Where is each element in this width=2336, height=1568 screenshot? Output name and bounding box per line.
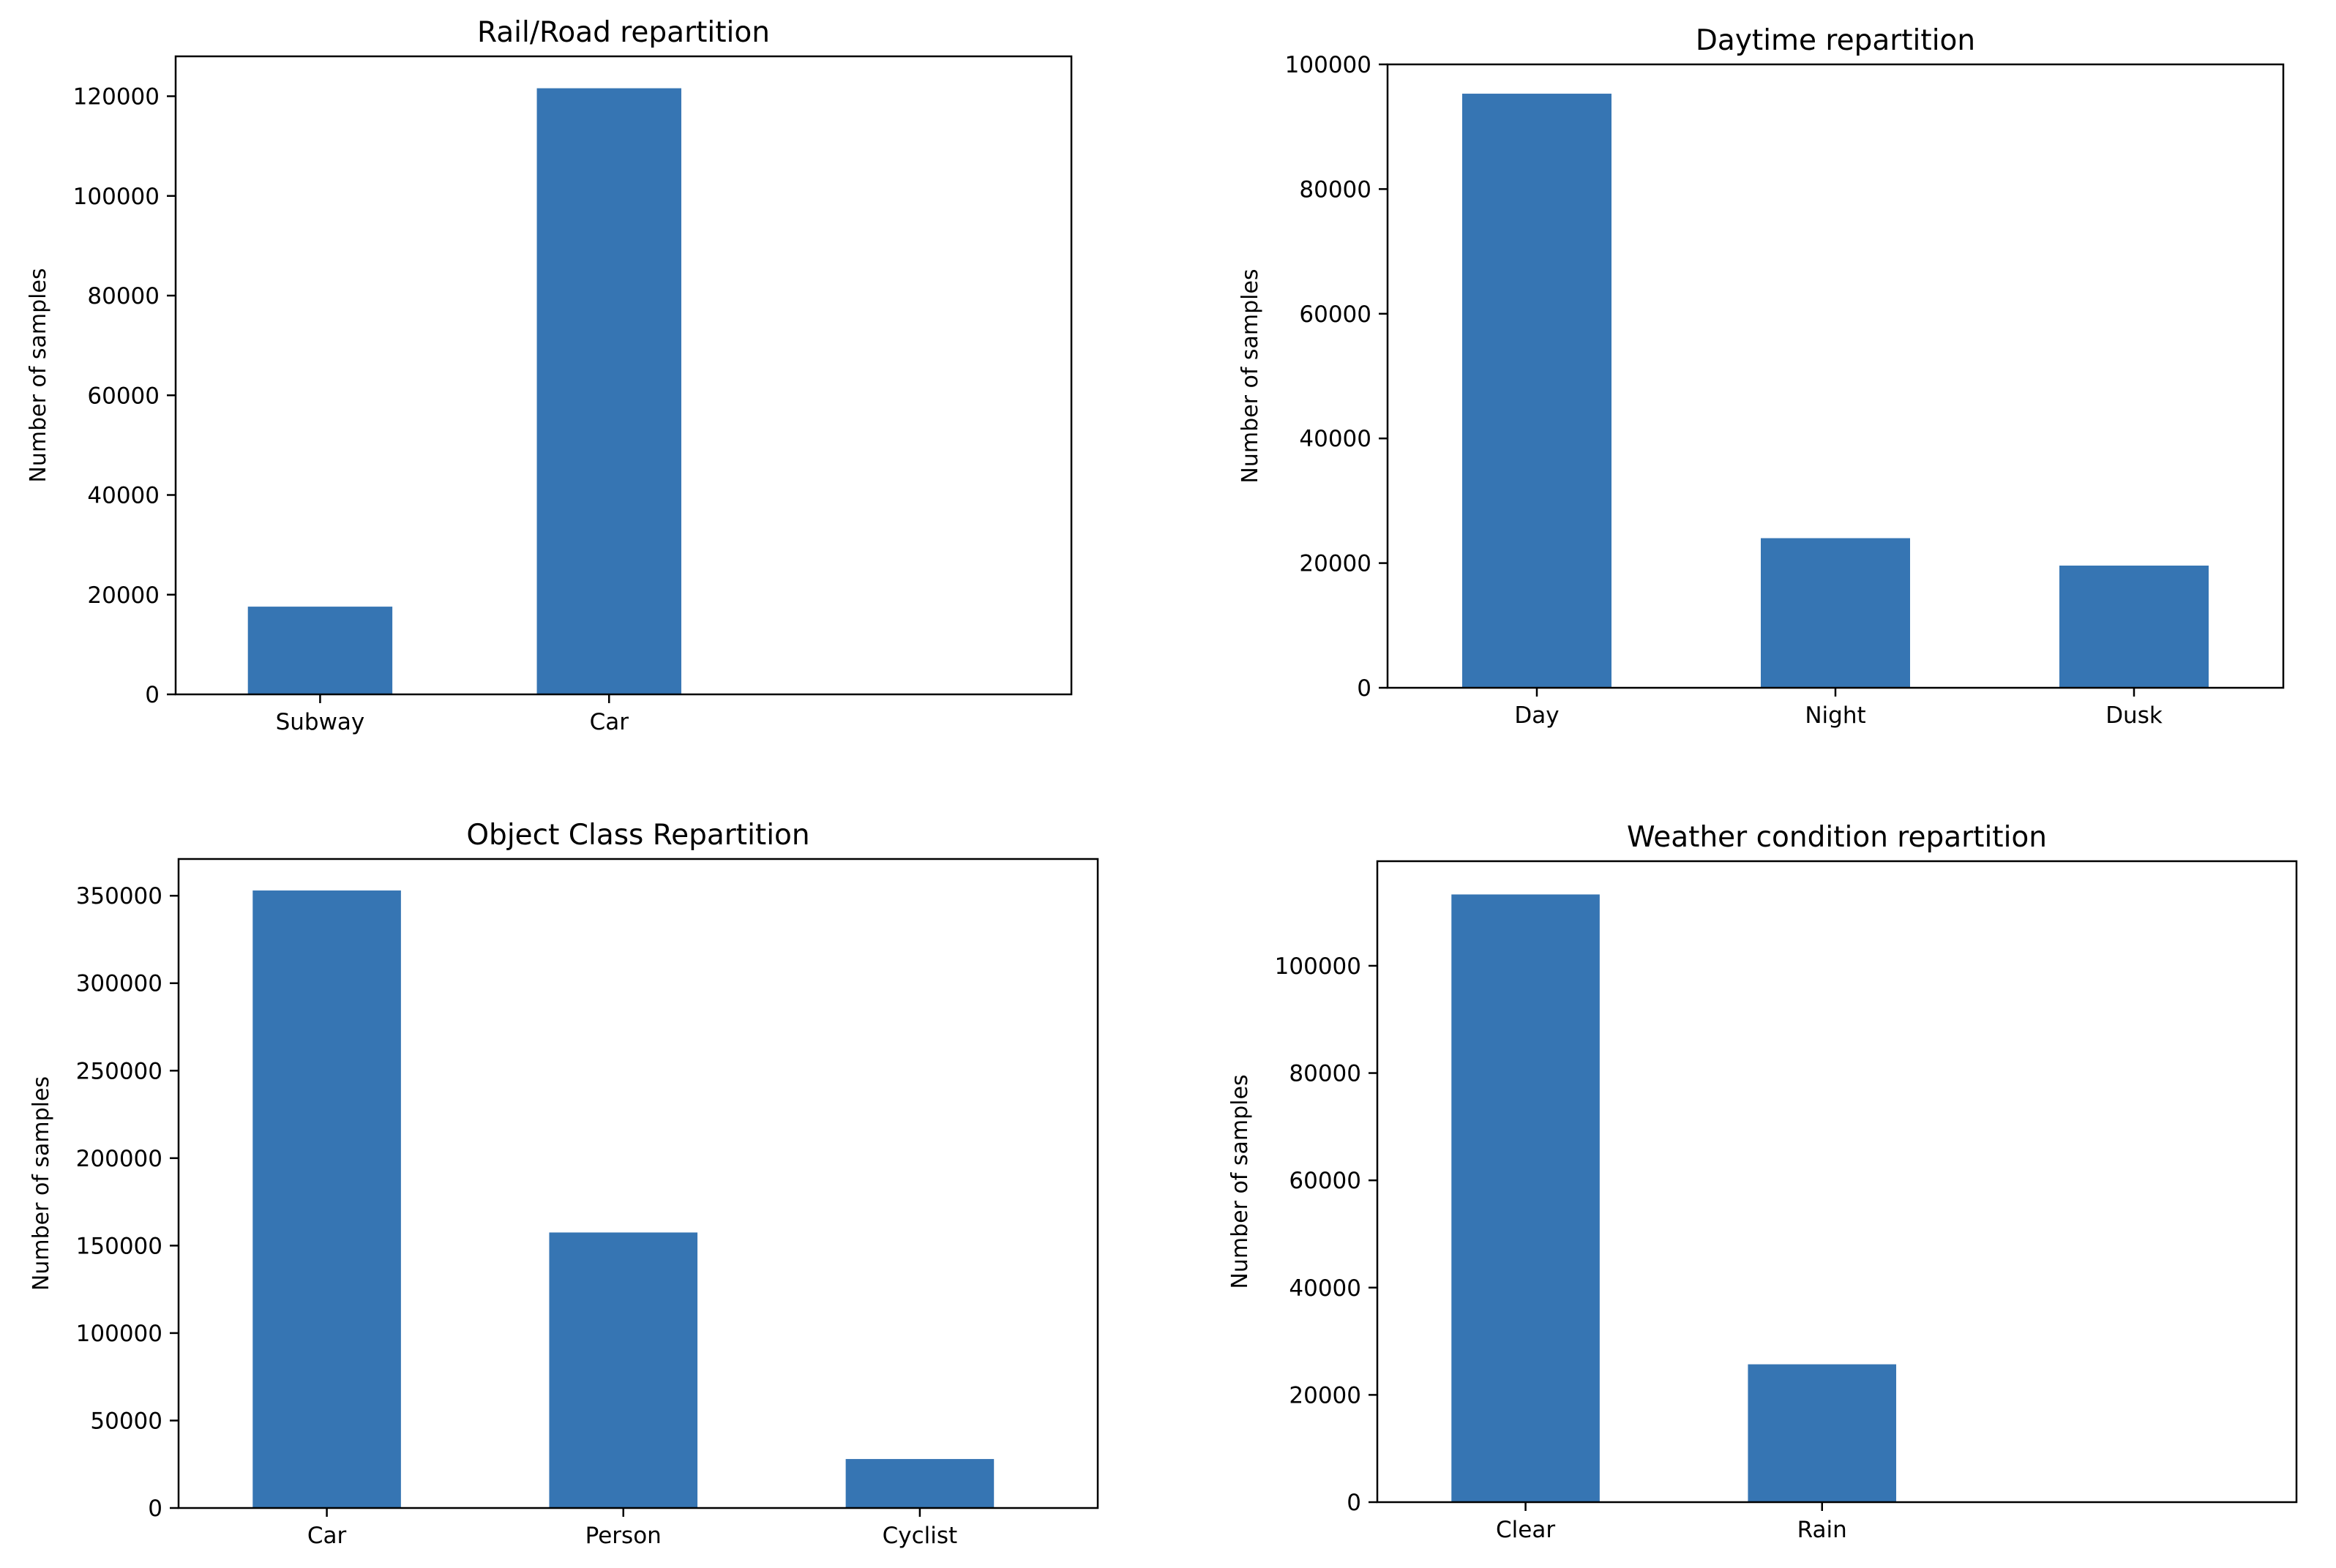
- bar-day: [1462, 94, 1611, 688]
- bar-clear: [1451, 894, 1600, 1502]
- y-tick-label: 50000: [90, 1408, 162, 1434]
- y-tick-label: 40000: [1299, 426, 1371, 452]
- plot-frame: [177, 858, 1099, 1509]
- y-axis-label: Number of samples: [26, 268, 51, 482]
- x-tick-label: Car: [307, 1523, 347, 1549]
- y-tick-label: 100000: [76, 1321, 162, 1347]
- bar-dusk: [2059, 566, 2209, 688]
- x-tick-label: Night: [1805, 702, 1865, 729]
- y-tick-label: 0: [1347, 1490, 1361, 1516]
- chart-title: Weather condition repartition: [1627, 821, 2047, 854]
- x-tick-label: Day: [1514, 702, 1559, 729]
- y-tick-label: 80000: [1299, 176, 1371, 203]
- y-tick-label: 40000: [87, 483, 160, 509]
- bar-subway: [247, 607, 393, 694]
- chart-title: Object Class Repartition: [466, 819, 809, 852]
- y-tick-label: 60000: [87, 383, 160, 409]
- chart-title: Daytime repartition: [1696, 24, 1975, 57]
- bar-night: [1761, 538, 1910, 688]
- plot-frame: [174, 55, 1073, 696]
- y-tick-label: 0: [1357, 675, 1371, 702]
- y-tick-label: 80000: [87, 283, 160, 310]
- x-tick-label: Subway: [276, 709, 365, 735]
- y-tick-label: 60000: [1289, 1168, 1361, 1194]
- bar-cyclist: [845, 1459, 995, 1508]
- y-tick-label: 350000: [76, 883, 162, 909]
- x-tick-label: Clear: [1496, 1517, 1555, 1543]
- x-tick-label: Rain: [1797, 1517, 1847, 1543]
- y-tick-label: 100000: [1275, 953, 1361, 980]
- x-tick-label: Dusk: [2105, 702, 2163, 729]
- y-tick-label: 0: [145, 682, 160, 708]
- bar-car: [252, 890, 401, 1508]
- y-axis-label: Number of samples: [1227, 1074, 1253, 1288]
- y-tick-label: 300000: [76, 971, 162, 997]
- y-tick-label: 120000: [73, 84, 160, 110]
- y-tick-label: 250000: [76, 1058, 162, 1084]
- bar-car: [536, 88, 681, 695]
- y-tick-label: 40000: [1289, 1275, 1361, 1302]
- y-tick-label: 150000: [76, 1233, 162, 1259]
- bar-person: [549, 1232, 698, 1508]
- y-tick-label: 80000: [1289, 1061, 1361, 1087]
- chart-title: Rail/Road repartition: [477, 16, 770, 49]
- x-tick-label: Cyclist: [883, 1523, 958, 1549]
- y-axis-label: Number of samples: [29, 1076, 54, 1291]
- y-tick-label: 60000: [1299, 301, 1371, 328]
- bar-rain: [1748, 1364, 1897, 1502]
- y-axis-label: Number of samples: [1238, 269, 1263, 483]
- y-tick-label: 20000: [1289, 1382, 1361, 1408]
- y-tick-label: 200000: [76, 1146, 162, 1172]
- y-tick-label: 20000: [87, 582, 160, 609]
- y-tick-label: 100000: [73, 184, 160, 210]
- x-tick-label: Person: [585, 1523, 662, 1549]
- plot-frame: [1376, 860, 2298, 1504]
- y-tick-label: 20000: [1299, 551, 1371, 577]
- x-tick-label: Car: [590, 709, 629, 735]
- y-tick-label: 100000: [1285, 52, 1371, 78]
- y-tick-label: 0: [148, 1496, 162, 1522]
